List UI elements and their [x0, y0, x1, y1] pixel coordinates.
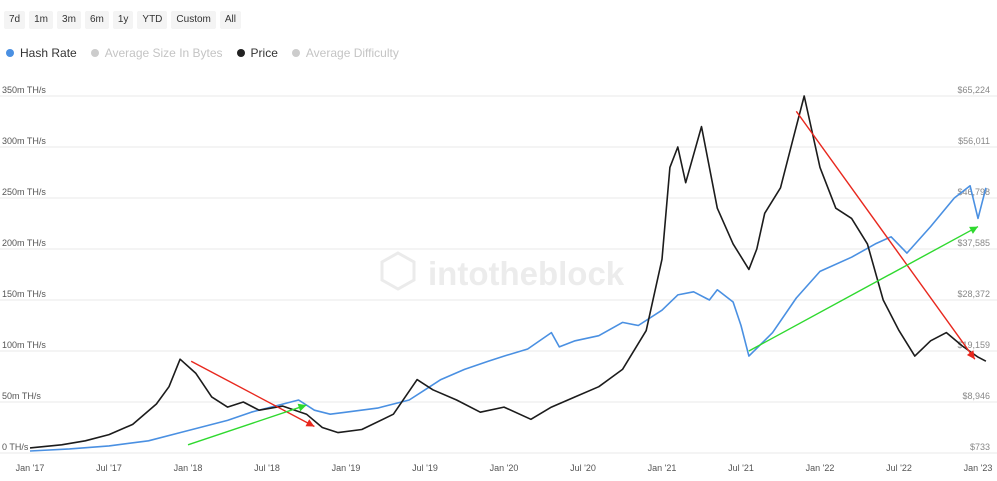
- x-tick-label: Jan '19: [332, 463, 361, 473]
- trend-arrow-green: [187, 404, 307, 446]
- legend-label: Average Size In Bytes: [104, 46, 223, 60]
- x-tick-label: Jul '21: [728, 463, 754, 473]
- legend-dot-icon: [291, 49, 300, 57]
- legend-item-hash-rate[interactable]: Hash Rate: [6, 46, 77, 60]
- chart-series: [29, 95, 987, 452]
- time-range-selector: 7d 1m 3m 6m 1y YTD Custom All: [4, 11, 241, 29]
- x-tick-label: Jul '19: [412, 463, 438, 473]
- arrowhead-icon: [969, 226, 978, 234]
- legend-item-average-size[interactable]: Average Size In Bytes: [90, 46, 223, 60]
- right-tick-label: $733: [970, 442, 990, 452]
- x-tick-label: Jan '23: [964, 463, 993, 473]
- range-ytd-button[interactable]: YTD: [137, 11, 168, 29]
- x-tick-label: Jan '18: [174, 463, 203, 473]
- range-custom-button[interactable]: Custom: [171, 11, 216, 29]
- watermark: intotheblock: [380, 251, 625, 292]
- range-7d-button[interactable]: 7d: [4, 11, 26, 29]
- left-tick-label: 150m TH/s: [2, 289, 46, 299]
- trend-arrow-red: [190, 360, 315, 428]
- right-tick-label: $28,372: [957, 289, 990, 299]
- legend-label: Hash Rate: [20, 46, 77, 60]
- legend-dot-icon: [236, 49, 245, 57]
- range-6m-button[interactable]: 6m: [84, 11, 109, 29]
- x-axis: Jan '17 Jul '17 Jan '18 Jul '18 Jan '19 Jul '…: [16, 463, 993, 473]
- arrowhead-icon: [297, 403, 307, 412]
- x-tick-label: Jan '21: [648, 463, 677, 473]
- chart-annotations: [187, 110, 979, 446]
- x-tick-label: Jul '22: [886, 463, 912, 473]
- right-tick-label: $19,159: [957, 340, 990, 350]
- chart-gridlines: [0, 95, 997, 454]
- x-tick-label: Jan '17: [16, 463, 45, 473]
- trend-arrow-red: [795, 110, 976, 360]
- left-tick-label: 250m TH/s: [2, 187, 46, 197]
- x-tick-label: Jul '20: [570, 463, 596, 473]
- legend-label: Average Difficulty: [305, 46, 399, 60]
- x-tick-label: Jan '20: [490, 463, 519, 473]
- chart-legend: Hash Rate Average Size In Bytes Price Av…: [6, 46, 399, 60]
- watermark-logo-icon: [380, 251, 416, 291]
- left-tick-label: 100m TH/s: [2, 340, 46, 350]
- range-1m-button[interactable]: 1m: [29, 11, 54, 29]
- range-1y-button[interactable]: 1y: [112, 11, 134, 29]
- left-tick-label: 300m TH/s: [2, 136, 46, 146]
- left-tick-label: 200m TH/s: [2, 238, 46, 248]
- x-tick-label: Jan '22: [806, 463, 835, 473]
- trend-arrow-green: [748, 225, 979, 352]
- left-tick-label: 50m TH/s: [2, 391, 41, 401]
- range-3m-button[interactable]: 3m: [57, 11, 81, 29]
- legend-dot-icon: [6, 49, 14, 57]
- right-tick-label: $8,946: [962, 391, 990, 401]
- legend-dot-icon: [90, 49, 99, 57]
- arrowhead-icon: [966, 350, 975, 360]
- arrowhead-icon: [305, 419, 315, 427]
- right-tick-label: $65,224: [957, 85, 990, 95]
- right-tick-label: $37,585: [957, 238, 990, 248]
- x-tick-label: Jul '18: [254, 463, 280, 473]
- x-tick-label: Jul '17: [96, 463, 122, 473]
- series-line-hash-rate: [29, 185, 987, 452]
- left-tick-label: 0 TH/s: [2, 442, 29, 452]
- right-tick-label: $56,011: [958, 136, 990, 146]
- left-tick-label: 350m TH/s: [2, 85, 46, 95]
- legend-label: Price: [250, 46, 278, 60]
- left-axis: 0 TH/s 50m TH/s 100m TH/s 150m TH/s 200m TH/…: [2, 85, 46, 452]
- right-tick-label: $46,798: [957, 187, 990, 197]
- range-all-button[interactable]: All: [219, 11, 241, 29]
- watermark-text: intotheblock: [428, 255, 625, 292]
- series-line-price: [29, 95, 987, 449]
- legend-item-price[interactable]: Price: [236, 46, 278, 60]
- right-axis: $733 $8,946 $19,159 $28,372 $37,585 $46,798 $5…: [957, 85, 990, 452]
- legend-item-average-difficulty[interactable]: Average Difficulty: [291, 46, 399, 60]
